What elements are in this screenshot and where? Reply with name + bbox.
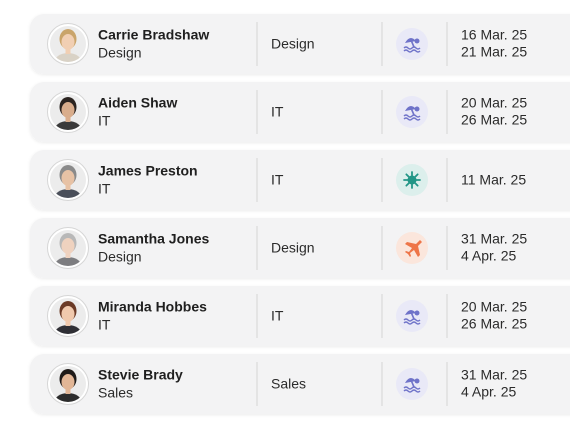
leave-type-icon [396,164,428,196]
employee-role: IT [98,181,111,197]
leave-date: 20 Mar. 25 [461,95,527,111]
leave-type-icon [396,300,428,332]
employee-name: Samantha Jones [98,231,209,247]
leave-date: 26 Mar. 25 [461,316,527,332]
row-background [30,150,570,210]
row: Carrie Bradshaw Design Design 16 Mar. 2521 … [30,14,570,74]
employee-name: Carrie Bradshaw [98,27,209,43]
leave-date: 16 Mar. 25 [461,27,527,43]
leave-type-icon [396,368,428,400]
avatar [47,227,89,269]
avatar [47,295,89,337]
avatar-photo [50,162,86,198]
leave-type-icon [396,96,428,128]
leave-date: 4 Apr. 25 [461,248,516,264]
employee-role: Sales [98,385,133,401]
avatar-photo [50,366,86,402]
leave-date: 20 Mar. 25 [461,299,527,315]
avatar [47,363,89,405]
department: IT [271,308,284,324]
avatar-photo [50,26,86,62]
department: IT [271,172,284,188]
employee-name: Miranda Hobbes [98,299,207,315]
department: IT [271,104,284,120]
leave-date: 11 Mar. 25 [461,172,526,188]
row: James Preston IT IT 11 Mar. 25 [30,150,570,210]
row: Stevie Brady Sales Sales 31 Mar. 254 Apr. 2… [30,354,570,414]
avatar-photo [50,298,86,334]
leave-date: 4 Apr. 25 [461,384,516,400]
avatar [47,159,89,201]
department: Design [271,36,315,52]
employee-role: IT [98,113,111,129]
row-background [30,354,570,414]
employee-name: Stevie Brady [98,367,183,383]
row-background [30,14,570,74]
leave-type-icon [396,232,428,264]
employee-name: James Preston [98,163,198,179]
row-background [30,82,570,142]
department: Design [271,240,315,256]
leave-date: 31 Mar. 25 [461,367,527,383]
row: Samantha Jones Design Design 31 Mar. 254 Ap… [30,218,570,278]
employee-role: Design [98,45,142,61]
employee-role: Design [98,249,142,265]
avatar-photo [50,94,86,130]
leave-date: 26 Mar. 25 [461,112,527,128]
employee-name: Aiden Shaw [98,95,177,111]
avatar [47,23,89,65]
row-background [30,286,570,346]
avatar-photo [50,230,86,266]
avatar [47,91,89,133]
leave-date: 21 Mar. 25 [461,44,527,60]
employee-role: IT [98,317,111,333]
row-background [30,218,570,278]
leave-type-icon [396,28,428,60]
department: Sales [271,376,306,392]
leave-date: 31 Mar. 25 [461,231,527,247]
